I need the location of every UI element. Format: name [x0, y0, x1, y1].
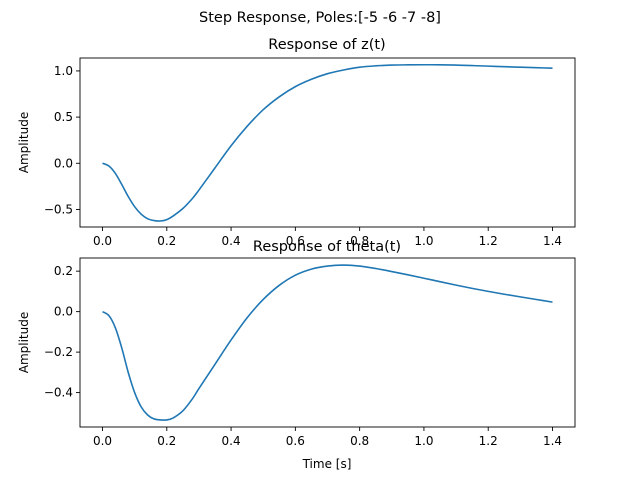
- theta-response-xlabel: Time [s]: [302, 457, 352, 471]
- theta-response-x-tick-label: 0.6: [286, 434, 305, 448]
- z-response-x-ticks: 0.0 0.2 0.4 0.6 0.8 1.0 1.2 1.4: [93, 227, 562, 248]
- theta-response-y-ticks: −0.4 −0.2 0.0 0.2: [44, 264, 80, 400]
- z-response-x-tick-label: 0.8: [350, 234, 369, 248]
- z-response-y-tick-label: 0.0: [54, 156, 73, 170]
- z-response-x-tick-label: 0.2: [157, 234, 176, 248]
- theta-response-ylabel: Amplitude: [17, 312, 31, 374]
- theta-response-x-tick-label: 0.4: [222, 434, 241, 448]
- theta-response-x-tick-label: 0.0: [93, 434, 112, 448]
- z-response-y-ticks: −0.5 0.0 0.5 1.0: [44, 64, 80, 216]
- theta-response-x-tick-label: 1.2: [479, 434, 498, 448]
- z-response-curve: [102, 63, 553, 222]
- theta-response-x-tick-label: 1.4: [543, 434, 562, 448]
- z-response-y-tick-label: 0.5: [54, 110, 73, 124]
- theta-response-x-tick-label: 0.8: [350, 434, 369, 448]
- theta-response-x-tick-label: 0.2: [157, 434, 176, 448]
- theta-response-x-tick-label: 1.0: [414, 434, 433, 448]
- z-response-y-tick-label: −0.5: [44, 202, 73, 216]
- theta-response-y-tick-label: 0.0: [54, 305, 73, 319]
- theta-response-curve: [102, 264, 553, 421]
- figure-suptitle: Step Response, Poles:[-5 -6 -7 -8]: [199, 10, 441, 26]
- z-response-title: Response of z(t): [268, 37, 385, 53]
- theta-response-subplot: 0.0 0.2 0.4 0.6 0.8 1.0 1.2 1.4 −0.4−0.20.00.2 …: [17, 239, 576, 471]
- z-response-subplot: Response of z(t) 0.0 0.2 0.4 0.6 0.8 1.0 1.2 1.…: [17, 37, 576, 248]
- z-response-ylabel: Amplitude: [17, 112, 31, 174]
- theta-response-title: Response of theta(t): [253, 239, 401, 255]
- z-response-x-tick-label: 0.0: [93, 234, 112, 248]
- z-response-x-tick-label: 1.0: [414, 234, 433, 248]
- theta-response-y-tick-label: −0.4: [44, 386, 73, 400]
- z-response-axes-frame: [79, 57, 576, 228]
- z-response-x-tick-label: 0.4: [222, 234, 241, 248]
- theta-response-y-tick-label: −0.2: [44, 345, 73, 359]
- z-response-x-tick-label: 1.2: [479, 234, 498, 248]
- theta-response-axes-frame: [79, 257, 576, 428]
- z-response-x-tick-label: 1.4: [543, 234, 562, 248]
- theta-response-y-tick-label: 0.2: [54, 264, 73, 278]
- theta-response-x-ticks: 0.0 0.2 0.4 0.6 0.8 1.0 1.2 1.4: [93, 427, 562, 448]
- z-response-y-tick-label: 1.0: [54, 64, 73, 78]
- z-response-x-tick-label: 0.6: [286, 234, 305, 248]
